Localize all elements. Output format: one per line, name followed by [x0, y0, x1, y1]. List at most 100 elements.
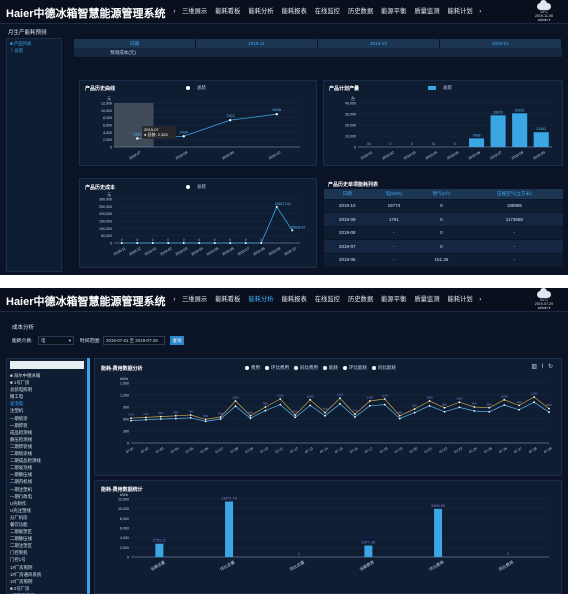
tree-item[interactable]: 二期静压线	[10, 536, 32, 542]
tree-item[interactable]: 二期注塑区	[10, 543, 32, 549]
nav-prev-arrow-icon[interactable]: ‹	[173, 9, 176, 15]
data-point	[398, 417, 401, 420]
tree-item[interactable]: U壳注塑线	[10, 507, 31, 513]
x-tick-label: 2019-05	[446, 150, 459, 160]
data-label: 660	[158, 411, 163, 415]
y-tick-label: 300	[123, 430, 129, 434]
refresh-icon[interactable]: ↻	[547, 364, 553, 370]
nav-item-monitor[interactable]: 在线监控	[314, 296, 340, 303]
tree-item-product-list[interactable]: ■ 产品列表	[10, 41, 32, 46]
tree-item[interactable]: ■ 2号厂房	[10, 585, 30, 591]
data-label: 1120	[337, 393, 344, 397]
nav-item-3d[interactable]: 三维展示	[182, 8, 208, 15]
nav-item-plan[interactable]: 能耗计划	[447, 8, 473, 15]
data-label: 680	[248, 410, 253, 414]
data-point	[548, 407, 550, 410]
product-tree-panel: ■ 产品列表 └ 总装	[6, 38, 62, 272]
tree-item[interactable]: 注塑机	[10, 408, 24, 414]
nav-item-history[interactable]: 历史数据	[347, 296, 374, 303]
nav-item-balance[interactable]: 能源平衡	[381, 296, 407, 303]
data-label: 1020	[456, 397, 463, 401]
data-point	[443, 406, 446, 409]
tree-item[interactable]: 二期喷涂线	[10, 451, 32, 457]
data-label: 0	[121, 238, 123, 242]
data-label: 34	[367, 142, 371, 146]
data-label: 0	[389, 142, 391, 146]
x-tick-label: 07-16	[349, 446, 358, 454]
data-label: 860	[546, 403, 551, 407]
query-button[interactable]: 查询	[170, 336, 184, 345]
tree-item[interactable]: U壳制作	[10, 500, 27, 506]
bar-chart-icon[interactable]: ▥	[531, 364, 538, 370]
tree-item[interactable]: 总装电照明	[10, 387, 32, 393]
nav-item-plan[interactable]: 能耗计划	[447, 296, 473, 303]
nav-item-history[interactable]: 历史数据	[347, 8, 374, 15]
tree-item[interactable]: 成品检测线	[10, 429, 32, 435]
legend-item[interactable]: 环比能耗	[343, 365, 367, 371]
tree-item[interactable]: 门控1号	[10, 557, 26, 563]
tree-item[interactable]: 一期行政电	[10, 493, 32, 499]
date-range-input[interactable]: 2019-07-01 至 2019-07-29	[103, 336, 165, 345]
data-point	[204, 420, 207, 423]
tree-item[interactable]: ■ 1号厂房	[10, 380, 30, 386]
data-point	[213, 242, 216, 244]
data-point	[291, 229, 294, 232]
nav-item-balance[interactable]: 能源平衡	[381, 8, 407, 15]
legend-item[interactable]: 环比费用	[265, 365, 289, 371]
tree-item[interactable]: 发泡电	[10, 401, 24, 407]
tree-item[interactable]: ■ 海尔中德冰箱	[10, 373, 41, 378]
data-label: 1050	[232, 396, 239, 400]
user-menu[interactable]: admin ▾	[537, 18, 551, 22]
tree-item[interactable]: 二期发泡线	[10, 465, 32, 471]
nav-item-monitor[interactable]: 在线监控	[314, 8, 340, 15]
nav-item-3d[interactable]: 三维展示	[182, 296, 208, 303]
tree-item[interactable]: 二期焊装线	[10, 443, 32, 449]
tree-item[interactable]: 1#厂房照明	[10, 578, 33, 584]
product-tree: ■ 产品列表 └ 总装	[10, 40, 31, 54]
tree-item[interactable]: 静压检测线	[10, 436, 32, 442]
tree-item[interactable]: 餐饮功能	[10, 521, 28, 527]
tree-item[interactable]: 二期成品检测线	[10, 458, 41, 464]
y-tick-label: 300,000	[99, 198, 112, 202]
tree-item[interactable]: 二期内机线	[10, 479, 32, 485]
data-point	[120, 242, 123, 244]
legend-item[interactable]: 同比费用	[294, 365, 318, 371]
data-label: 30651	[515, 108, 525, 112]
nav-item-report[interactable]: 能耗报表	[281, 8, 307, 15]
nav-item-quality[interactable]: 质量监测	[414, 8, 440, 15]
tree-item[interactable]: 一期静压线	[10, 472, 32, 478]
user-menu[interactable]: admin ▾	[537, 306, 551, 310]
tree-item[interactable]: 门控制机	[10, 550, 28, 556]
tree-item[interactable]: 一期注塑机	[10, 486, 32, 492]
nav-item-report[interactable]: 能耗报表	[281, 296, 307, 303]
tree-item[interactable]: 一期焊装	[10, 422, 28, 428]
nav-next-arrow-icon[interactable]: ›	[479, 297, 482, 303]
nav-item-dashboard[interactable]: 能耗看板	[215, 8, 241, 15]
line-chart-icon[interactable]: ⌇	[541, 364, 544, 370]
nav-item-analysis[interactable]: 能耗分析	[248, 8, 274, 15]
chart-legend: 费用 环比费用 同比费用 能耗 环比能耗 同比能耗	[245, 365, 396, 371]
tree-item[interactable]: 2号厂房空调	[10, 592, 41, 594]
tree-search-input[interactable]	[10, 361, 84, 369]
tree-item-assembly[interactable]: └ 总装	[10, 48, 24, 54]
x-tick-label: 07-06	[200, 446, 209, 454]
tree-item[interactable]: 1#厂房通风系统	[10, 571, 42, 577]
tree-item[interactable]: 二期吸塑区	[10, 529, 32, 535]
weather-temp: 31°C	[539, 298, 549, 302]
nav-item-quality[interactable]: 质量监测	[414, 296, 440, 303]
tree-item[interactable]: 1#厂房照明	[10, 564, 33, 570]
nav-next-arrow-icon[interactable]: ›	[479, 9, 482, 15]
tree-item[interactable]: 分厂机房	[10, 514, 28, 520]
legend-item[interactable]: 同比能耗	[372, 365, 396, 371]
tree-item[interactable]: 一期喷涂	[10, 415, 28, 421]
legend-item[interactable]: 费用	[245, 365, 260, 371]
tree-scrollbar[interactable]	[87, 358, 90, 594]
nav-item-dashboard[interactable]: 能耗看板	[215, 296, 241, 303]
nav-prev-arrow-icon[interactable]: ‹	[173, 297, 176, 303]
nav-item-analysis[interactable]: 能耗分析	[248, 296, 274, 303]
data-label: 0	[454, 142, 456, 146]
data-point	[443, 410, 446, 413]
tree-item[interactable]: 精工电	[10, 394, 24, 400]
medium-select[interactable]: 电 ▾	[38, 336, 74, 345]
legend-item[interactable]: 能耗	[323, 365, 338, 371]
